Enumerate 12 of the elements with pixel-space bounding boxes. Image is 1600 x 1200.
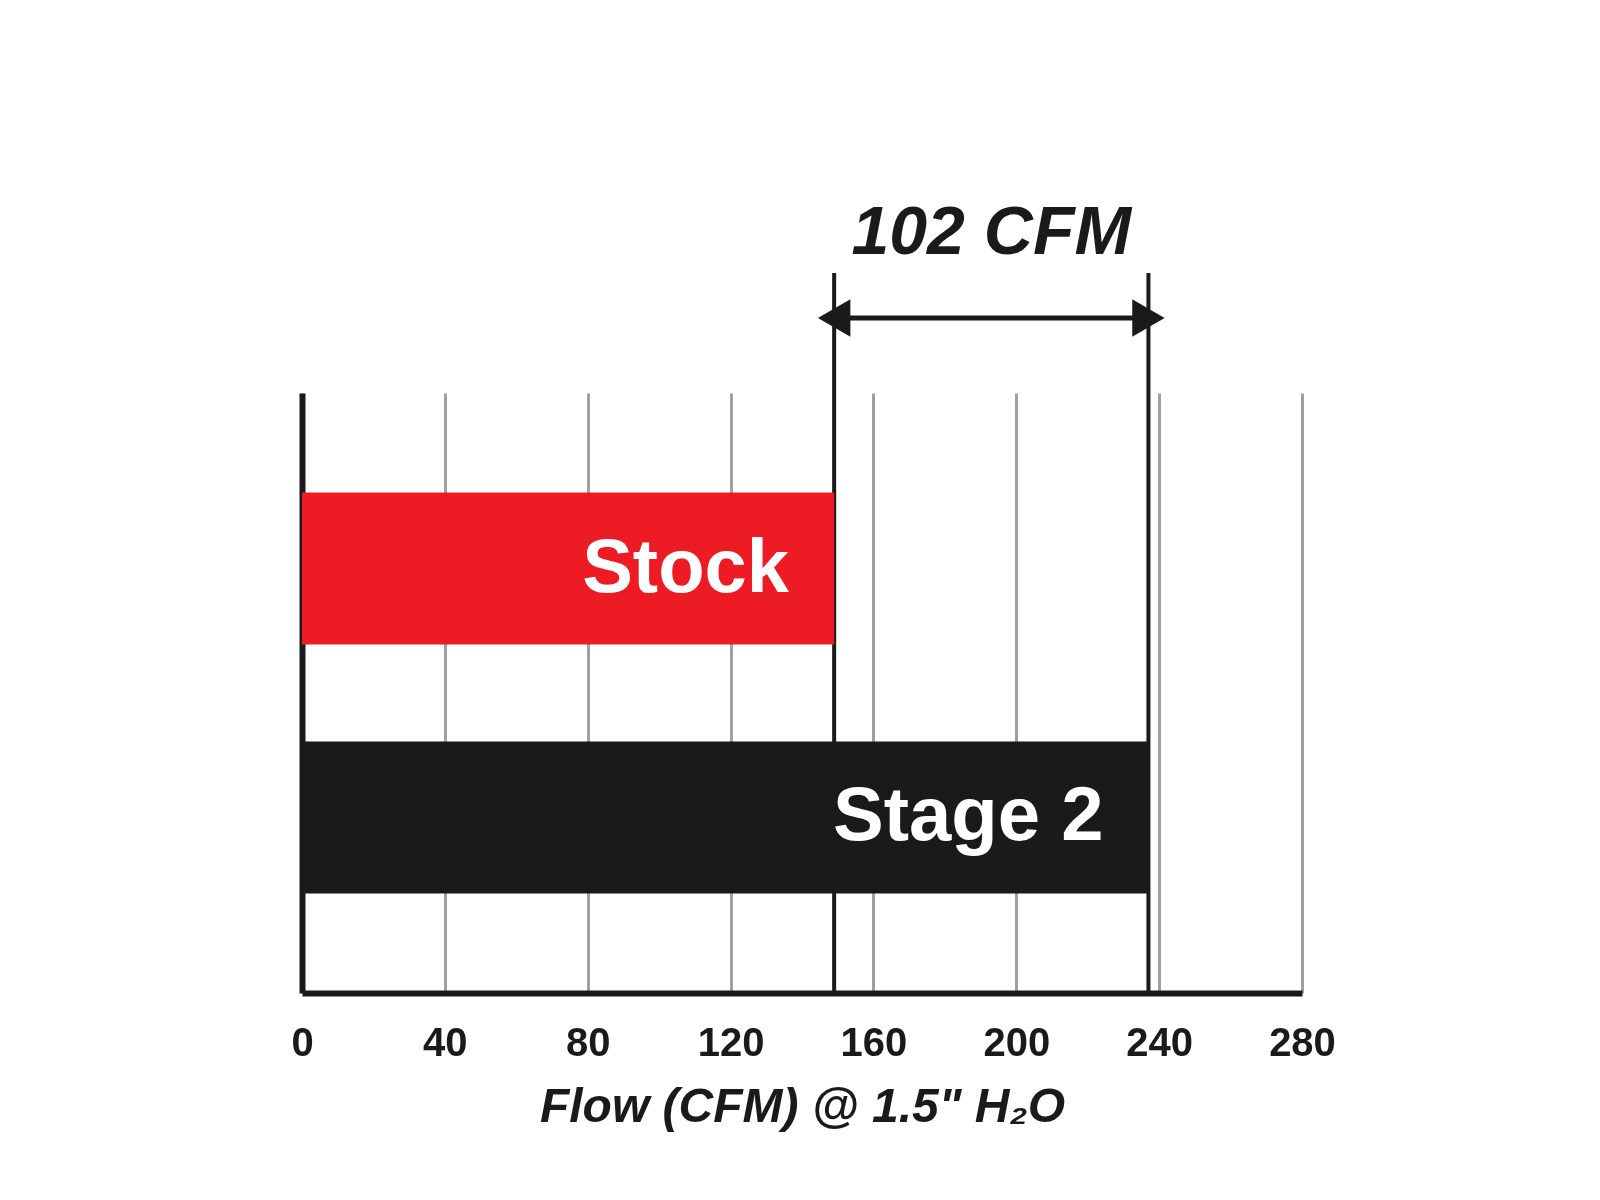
x-tick-label: 40 [423, 1019, 468, 1064]
x-axis-title: Flow (CFM) @ 1.5" H₂O [539, 1078, 1066, 1132]
y-tick-label: Stock [582, 522, 790, 608]
x-tick-label: 280 [1269, 1019, 1336, 1064]
y-tick-label: Stage 2 [833, 771, 1104, 857]
x-tick-label: 80 [565, 1019, 611, 1064]
x-tick-label: 240 [1126, 1019, 1194, 1064]
x-tick-label: 0 [291, 1019, 314, 1064]
x-tick-label: 160 [840, 1019, 908, 1064]
x-tick-label: 200 [983, 1019, 1051, 1064]
x-tick-label: 120 [697, 1019, 765, 1064]
text: 102 CFM [851, 192, 1133, 268]
